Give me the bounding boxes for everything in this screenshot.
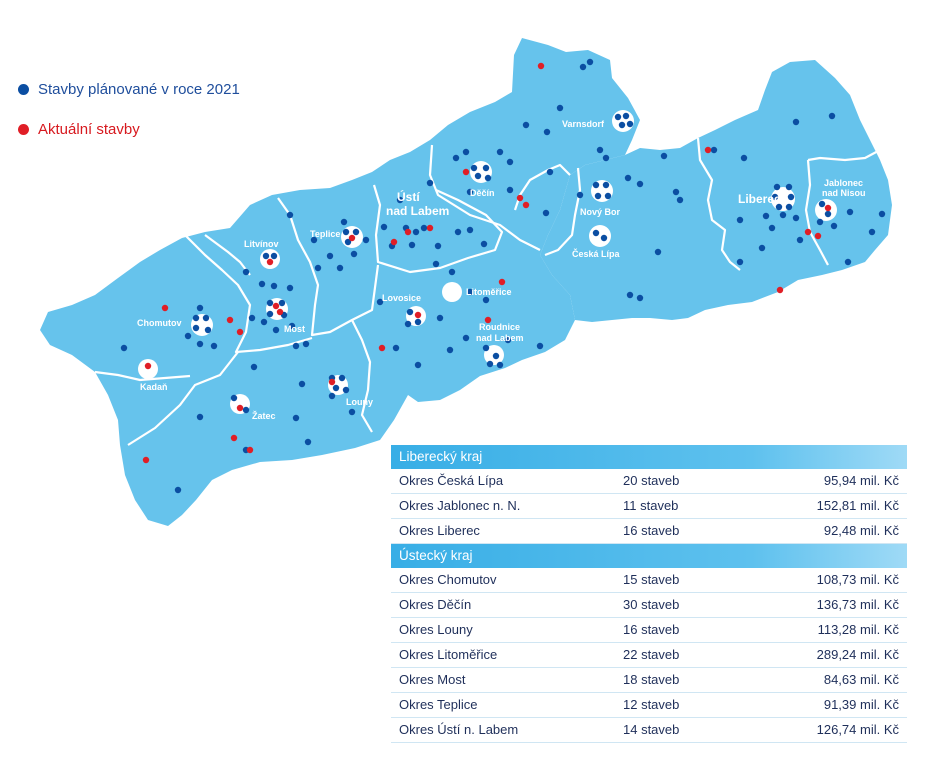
district-name: Okres Ústí n. Labem — [399, 722, 519, 737]
planned-dot-icon — [18, 83, 29, 95]
table-row: Okres Jablonec n. N. 11 staveb 152,81 mil.… — [391, 494, 907, 519]
table-row: Okres Chomutov 15 staveb 108,73 mil. Kč — [391, 568, 907, 593]
table-row: Okres Děčín 30 staveb 136,73 mil. Kč — [391, 593, 907, 618]
cost-value: 108,73 mil. Kč — [816, 572, 899, 587]
district-name: Okres Liberec — [399, 523, 480, 538]
district-borders — [94, 137, 881, 446]
table-row: Okres Teplice 12 staveb 91,39 mil. Kč — [391, 693, 907, 718]
cost-table: Liberecký kraj Okres Česká Lípa 20 staveb… — [391, 445, 907, 743]
cost-value: 289,24 mil. Kč — [816, 647, 899, 662]
construction-count: 14 staveb — [623, 722, 680, 737]
cost-value: 126,74 mil. Kč — [816, 722, 899, 737]
construction-count: 16 staveb — [623, 622, 680, 637]
current-dot-icon — [18, 123, 29, 135]
construction-count: 11 staveb — [623, 498, 679, 513]
label-decin: Děčín — [470, 188, 495, 198]
label-jablonec-line1: Jablonec — [824, 178, 863, 188]
planned-construction-dots — [120, 58, 886, 494]
district-name: Okres Chomutov — [399, 572, 497, 587]
cost-value: 95,94 mil. Kč — [823, 473, 899, 488]
label-teplice: Teplice — [310, 229, 340, 239]
district-name: Okres Teplice — [399, 697, 478, 712]
label-varnsdorf: Varnsdorf — [562, 119, 605, 129]
label-liberec: Liberec — [738, 192, 781, 206]
label-most: Most — [284, 324, 305, 334]
construction-count: 12 staveb — [623, 697, 680, 712]
cost-value: 152,81 mil. Kč — [816, 498, 899, 513]
current-construction-dots — [142, 62, 832, 464]
label-chomutov: Chomutov — [137, 318, 182, 328]
city-marker-litomerice — [442, 282, 462, 302]
legend-current: Aktuální stavby — [18, 118, 240, 140]
rows-ustecky: Okres Chomutov 15 staveb 108,73 mil. Kč Okr… — [391, 568, 907, 743]
region-header-liberecky: Liberecký kraj — [391, 445, 907, 469]
table-row: Okres Most 18 staveb 84,63 mil. Kč — [391, 668, 907, 693]
district-name: Okres Most — [399, 672, 466, 687]
table-row: Okres Liberec 16 staveb 92,48 mil. Kč — [391, 519, 907, 544]
district-name: Okres Česká Lípa — [399, 473, 504, 488]
district-name: Okres Děčín — [399, 597, 472, 612]
construction-count: 15 staveb — [623, 572, 680, 587]
city-marker-ceska-lipa — [589, 225, 611, 247]
table-row: Okres Louny 16 staveb 113,28 mil. Kč — [391, 618, 907, 643]
region-header-ustecky: Ústecký kraj — [391, 544, 907, 568]
label-usti-line1: Ústí — [397, 189, 420, 204]
legend-planned-label: Stavby plánované v roce 2021 — [38, 80, 240, 98]
label-ceska-lipa: Česká Lípa — [572, 248, 621, 259]
construction-count: 30 staveb — [623, 597, 680, 612]
label-usti-line2: nad Labem — [386, 204, 449, 218]
label-roudnice-line1: Roudnice — [479, 322, 520, 332]
construction-count: 22 staveb — [623, 647, 680, 662]
district-name: Okres Louny — [399, 622, 473, 637]
district-name: Okres Litoměřice — [399, 647, 498, 662]
table-row: Okres Ústí n. Labem 14 staveb 126,74 mil. … — [391, 718, 907, 743]
construction-count: 18 staveb — [623, 672, 680, 687]
label-litomerice: Litoměřice — [466, 287, 512, 297]
cost-value: 84,63 mil. Kč — [823, 672, 899, 687]
cost-value: 113,28 mil. Kč — [817, 622, 899, 637]
label-roudnice-line2: nad Labem — [476, 333, 524, 343]
label-lovosice: Lovosice — [382, 293, 421, 303]
cost-value: 92,48 mil. Kč — [823, 523, 899, 538]
label-louny: Louny — [346, 397, 373, 407]
rows-liberecky: Okres Česká Lípa 20 staveb 95,94 mil. Kč Ok… — [391, 469, 907, 544]
label-jablonec-line2: nad Nisou — [822, 188, 866, 198]
table-row: Okres Litoměřice 22 staveb 289,24 mil. Kč — [391, 643, 907, 668]
cost-value: 91,39 mil. Kč — [823, 697, 899, 712]
ustecky-kraj-shape — [40, 38, 640, 526]
label-litvinov: Litvínov — [244, 239, 279, 249]
table-row: Okres Česká Lípa 20 staveb 95,94 mil. Kč — [391, 469, 907, 494]
cost-value: 136,73 mil. Kč — [816, 597, 899, 612]
liberecky-kraj-shape — [540, 60, 892, 322]
construction-count: 16 staveb — [623, 523, 680, 538]
construction-count: 20 staveb — [623, 473, 680, 488]
label-zatec: Žatec — [252, 410, 276, 421]
map-legend: Stavby plánované v roce 2021 Aktuální st… — [18, 78, 240, 158]
legend-planned: Stavby plánované v roce 2021 — [18, 78, 240, 100]
label-novy-bor: Nový Bor — [580, 207, 621, 217]
legend-current-label: Aktuální stavby — [38, 120, 140, 138]
label-kadan: Kadaň — [140, 382, 168, 392]
district-name: Okres Jablonec n. N. — [399, 498, 521, 513]
